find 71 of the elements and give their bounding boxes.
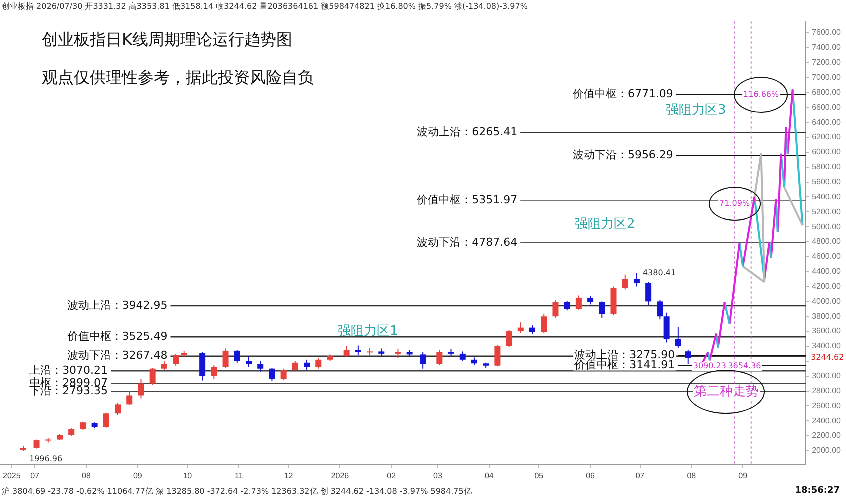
y-tick-label: 2600.00 (812, 401, 842, 410)
y-tick-label: 7600.00 (812, 28, 842, 38)
y-tick-label: 4800.00 (812, 237, 842, 246)
annotation: 价值中枢：6771.09 (572, 88, 674, 101)
y-tick-label: 7200.00 (812, 58, 842, 68)
y-tick-label: 3800.00 (812, 312, 842, 321)
x-tick-label: 07 (30, 471, 40, 480)
annotation: 价值中枢：5351.97 (416, 194, 518, 207)
y-tick-label: 5000.00 (812, 222, 842, 232)
text: 沪 3804.69 -23.78 -0.62% 11064.77亿 深 13285.80 -372.64 -2.73% 12363.32亿 创 3244.62 -134.08 -3.97% 5984.75亿 (2, 486, 472, 497)
text: 创业板指日K线周期理论运行趋势图 (42, 30, 292, 51)
x-tick-label: 2025 (3, 471, 22, 480)
x-tick-label: 05 (534, 471, 544, 480)
x-tick-label: 04 (484, 471, 494, 480)
x-tick-label: 10 (183, 471, 193, 480)
y-tick-label: 2800.00 (812, 386, 842, 396)
y-tick-label: 4200.00 (812, 282, 842, 291)
y-tick-label: 3400.00 (812, 342, 842, 351)
annotation: 第二种走势 (694, 384, 759, 400)
y-tick-label: 3600.00 (812, 326, 842, 336)
x-tick-label: 09 (133, 471, 143, 480)
annotation: 上沿：3070.21 (30, 364, 108, 377)
x-tick-label: 09 (738, 471, 748, 480)
annotation: 3090.23 (693, 362, 726, 371)
annotation: 71.09% (720, 198, 750, 208)
y-tick-label: 4400.00 (812, 267, 842, 276)
text: 创业板指 2026/07/30 开3331.32 高3353.81 低3158.14 收3244.62 量2036364161 额598474821 换16.80% 振5.79% 涨(-134.08)-3.97% (2, 1, 528, 12)
y-tick-label: 5600.00 (812, 177, 842, 186)
x-tick-label: 08 (82, 471, 92, 480)
annotation: 1996.96 (30, 454, 63, 464)
y-tick-label: 6400.00 (812, 118, 842, 127)
x-tick-label: 02 (387, 471, 397, 480)
x-tick-label: 12 (284, 471, 294, 480)
x-tick-label: 11 (234, 471, 244, 480)
annotation: 波动上沿：6265.41 (417, 125, 518, 138)
y-tick-label: 6600.00 (812, 102, 842, 112)
annotation: 下沿：2793.35 (30, 384, 108, 398)
x-tick-label: 07 (636, 471, 646, 480)
text: 3244.62 (811, 353, 844, 362)
x-tick-label: 08 (687, 471, 697, 480)
y-tick-label: 5200.00 (812, 207, 842, 216)
y-tick-label: 6200.00 (812, 132, 842, 142)
annotation: 强阻力区2 (575, 216, 636, 233)
annotation: 3654.36 (728, 362, 762, 371)
y-tick-label: 2200.00 (812, 431, 842, 440)
annotation: 价值中枢：3141.91 (574, 358, 676, 372)
text: 18:56:27 (795, 486, 840, 496)
annotation: 116.66% (744, 90, 780, 100)
y-tick-label: 7000.00 (812, 72, 842, 82)
y-tick-label: 7400.00 (812, 43, 842, 52)
y-tick-label: 2000.00 (812, 446, 842, 456)
annotation: 强阻力区1 (338, 323, 398, 340)
annotation: 波动上沿：3942.95 (67, 298, 168, 312)
annotation: 波动下沿：5956.29 (572, 148, 674, 162)
y-tick-label: 4000.00 (812, 296, 842, 306)
y-tick-label: 2400.00 (812, 416, 842, 426)
y-tick-label: 5400.00 (812, 192, 842, 202)
y-tick-label: 6000.00 (812, 148, 842, 157)
text: 观点仅供理性参考，据此投资风险自负 (42, 68, 314, 89)
annotation: 波动下沿：3267.48 (67, 349, 168, 362)
y-tick-label: 3000.00 (812, 372, 842, 381)
annotation: 4380.41 (642, 268, 676, 278)
annotation: 价值中枢：3525.49 (66, 330, 168, 343)
y-tick-label: 5800.00 (812, 162, 842, 172)
annotation: 波动下沿：4787.64 (417, 236, 518, 249)
annotation: 强阻力区3 (666, 102, 726, 119)
x-tick-label: 03 (434, 471, 443, 480)
x-tick-label: 06 (586, 471, 596, 480)
x-tick-label: 2026 (331, 471, 350, 480)
y-tick-label: 4600.00 (812, 252, 842, 262)
y-tick-label: 6800.00 (812, 88, 842, 97)
